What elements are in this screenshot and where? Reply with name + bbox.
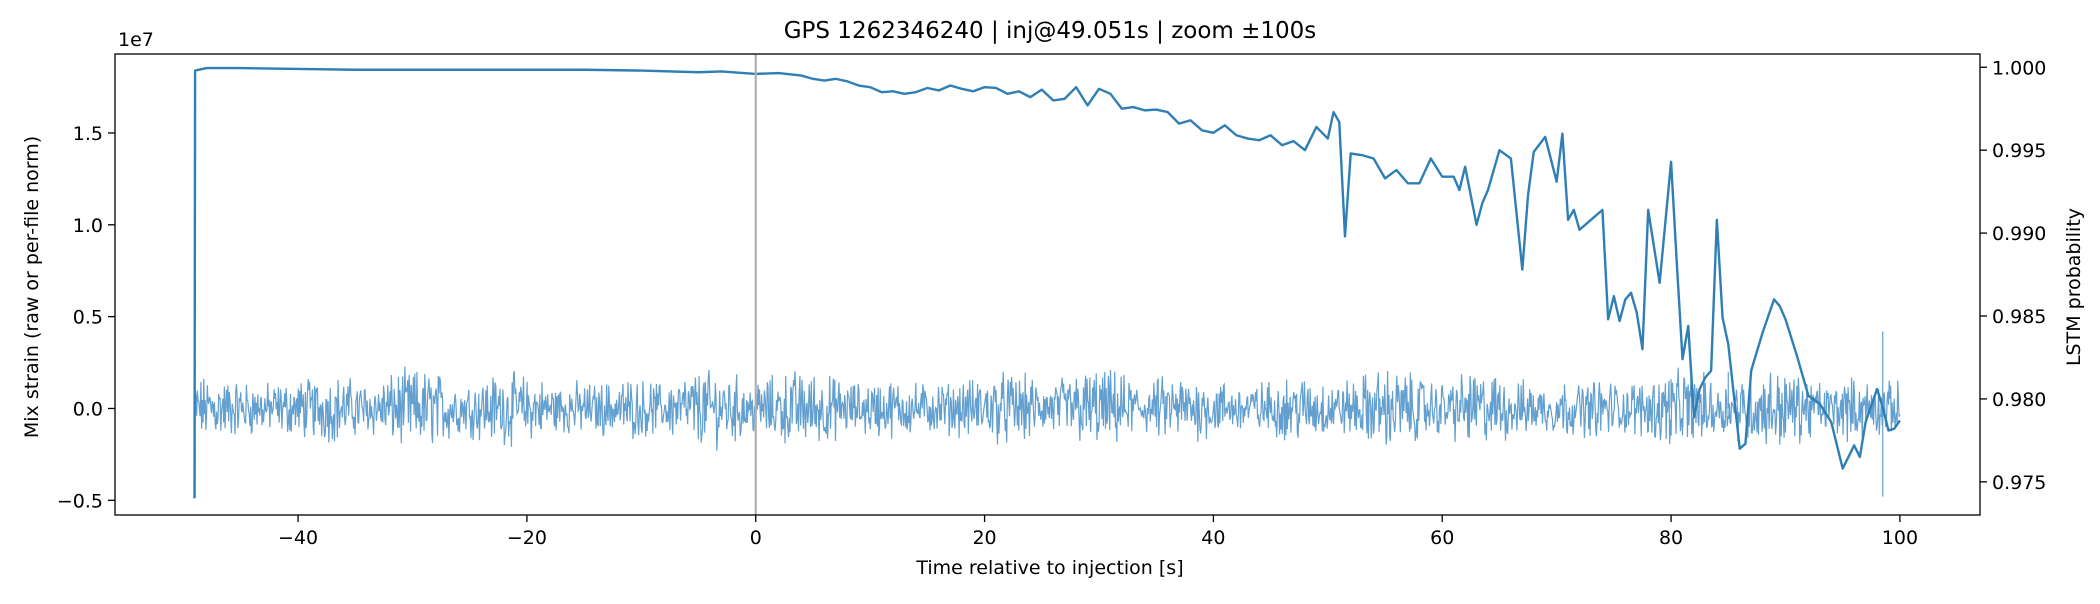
y-left-tick-label: 0.5 [73, 307, 103, 329]
y-left-tick-label: 1.0 [73, 215, 103, 237]
x-axis-label: Time relative to injection [s] [915, 557, 1183, 579]
lstm-probability-line [193, 66, 1901, 499]
y-right-tick-label: 0.985 [1992, 306, 2046, 328]
x-tick-label: −40 [278, 527, 318, 549]
y-right-tick-label: 0.980 [1992, 389, 2046, 411]
text-group: GPS 1262346240 | inj@49.051s | zoom ±100… [21, 18, 2085, 579]
y-right-tick-label: 0.975 [1992, 472, 2046, 494]
y-right-tick-label: 0.995 [1992, 140, 2046, 162]
x-tick-label: 100 [1882, 527, 1918, 549]
x-tick-label: 20 [972, 527, 996, 549]
chart-title: GPS 1262346240 | inj@49.051s | zoom ±100… [784, 18, 1317, 44]
y-right-tick-label: 0.990 [1992, 223, 2046, 245]
y-left-axis-label: Mix strain (raw or per-file norm) [21, 136, 43, 438]
y-left-tick-label: −0.5 [57, 490, 103, 512]
y-right-axis-label: LSTM probability [2063, 208, 2085, 366]
y-right-tick-label: 1.000 [1992, 57, 2046, 79]
axes-group: −40 −20 0 20 40 60 80 100 −0.5 0.0 0.5 1.0 1.5 0.975 0… [57, 53, 2046, 549]
left-axis-offset-text: 1e7 [118, 29, 154, 51]
x-tick-label: 60 [1430, 527, 1454, 549]
plot-frame [114, 53, 1981, 516]
y-left-tick-label: 1.5 [73, 123, 103, 145]
strain-trace-group [193, 331, 1901, 497]
x-tick-label: 0 [750, 527, 762, 549]
x-tick-label: 40 [1201, 527, 1225, 549]
strain-trace [193, 331, 1901, 497]
probability-trace-group [193, 66, 1901, 499]
y-left-tick-label: 0.0 [73, 398, 103, 420]
x-tick-label: −20 [507, 527, 547, 549]
x-tick-label: 80 [1659, 527, 1683, 549]
